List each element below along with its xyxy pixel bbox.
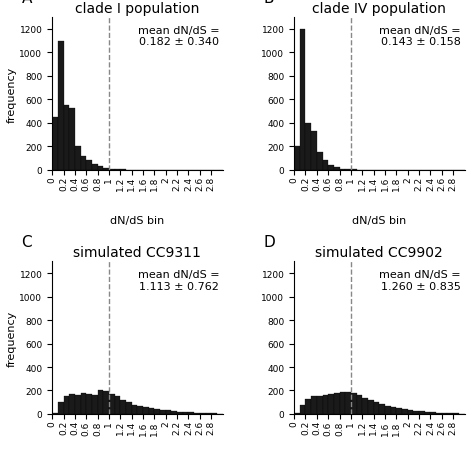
Bar xyxy=(334,394,339,414)
Text: mean dN/dS =
0.182 ± 0.340: mean dN/dS = 0.182 ± 0.340 xyxy=(137,26,219,47)
Bar xyxy=(374,402,379,414)
Bar xyxy=(160,410,166,414)
Bar xyxy=(311,396,317,414)
Bar xyxy=(137,406,143,414)
Bar xyxy=(64,106,69,171)
Bar xyxy=(385,406,391,414)
Bar xyxy=(166,410,172,414)
Bar xyxy=(149,408,155,414)
Bar xyxy=(356,395,362,414)
Bar xyxy=(206,413,211,414)
Bar xyxy=(143,407,149,414)
Y-axis label: frequency: frequency xyxy=(7,310,17,366)
Bar xyxy=(339,392,345,414)
Bar xyxy=(98,167,103,171)
Text: mean dN/dS =
1.260 ± 0.835: mean dN/dS = 1.260 ± 0.835 xyxy=(380,269,461,291)
Bar xyxy=(92,395,98,414)
Title: simulated CC9311: simulated CC9311 xyxy=(73,245,201,259)
Bar xyxy=(368,400,374,414)
Bar xyxy=(317,153,322,171)
Bar xyxy=(442,413,447,414)
Bar xyxy=(183,412,189,414)
Title: clade I population: clade I population xyxy=(75,2,200,15)
Bar xyxy=(300,404,305,414)
Title: simulated CC9902: simulated CC9902 xyxy=(315,245,443,259)
Bar xyxy=(305,124,311,171)
Bar xyxy=(81,157,86,171)
Bar xyxy=(194,413,200,414)
Bar xyxy=(294,147,300,171)
Bar xyxy=(177,412,183,414)
Text: A: A xyxy=(21,0,32,6)
Bar xyxy=(86,394,92,414)
Bar xyxy=(86,161,92,171)
Y-axis label: frequency: frequency xyxy=(7,66,17,122)
Bar xyxy=(334,168,339,171)
Bar xyxy=(300,30,305,171)
Bar xyxy=(81,394,86,414)
Bar xyxy=(447,413,453,414)
Bar xyxy=(408,410,413,414)
Bar xyxy=(345,392,351,414)
Bar xyxy=(155,410,160,414)
Bar xyxy=(413,411,419,414)
Bar xyxy=(58,41,64,171)
Text: D: D xyxy=(264,235,275,250)
Bar xyxy=(75,395,81,414)
Bar xyxy=(362,398,368,414)
Text: mean dN/dS =
0.143 ± 0.158: mean dN/dS = 0.143 ± 0.158 xyxy=(380,26,461,47)
Bar xyxy=(430,412,436,414)
Bar xyxy=(103,391,109,414)
Bar xyxy=(391,407,396,414)
Bar xyxy=(64,396,69,414)
Bar xyxy=(425,412,430,414)
Text: B: B xyxy=(264,0,274,6)
Bar xyxy=(109,169,115,171)
Bar xyxy=(345,170,351,171)
Bar xyxy=(311,132,317,171)
Bar xyxy=(126,402,132,414)
Bar xyxy=(52,118,58,171)
Bar xyxy=(189,412,194,414)
Bar xyxy=(120,400,126,414)
X-axis label: dN/dS bin: dN/dS bin xyxy=(352,216,406,226)
Bar xyxy=(103,169,109,171)
Bar xyxy=(69,108,75,171)
X-axis label: dN/dS bin: dN/dS bin xyxy=(110,216,164,226)
Bar xyxy=(322,395,328,414)
Bar xyxy=(92,165,98,171)
Bar xyxy=(109,394,115,414)
Bar xyxy=(172,411,177,414)
Bar xyxy=(396,408,402,414)
Bar xyxy=(436,413,442,414)
Bar xyxy=(419,411,425,414)
Bar xyxy=(115,170,120,171)
Bar xyxy=(75,147,81,171)
Bar xyxy=(379,404,385,414)
Bar xyxy=(305,399,311,414)
Bar xyxy=(339,169,345,171)
Bar xyxy=(115,396,120,414)
Bar xyxy=(58,402,64,414)
Bar xyxy=(328,394,334,414)
Bar xyxy=(69,394,75,414)
Bar xyxy=(200,413,206,414)
Bar xyxy=(351,394,356,414)
Title: clade IV population: clade IV population xyxy=(312,2,446,15)
Bar xyxy=(132,404,137,414)
Bar xyxy=(402,409,408,414)
Text: mean dN/dS =
1.113 ± 0.762: mean dN/dS = 1.113 ± 0.762 xyxy=(137,269,219,291)
Bar xyxy=(328,166,334,171)
Bar xyxy=(317,396,322,414)
Bar xyxy=(98,391,103,414)
Text: C: C xyxy=(21,235,32,250)
Bar xyxy=(322,161,328,171)
